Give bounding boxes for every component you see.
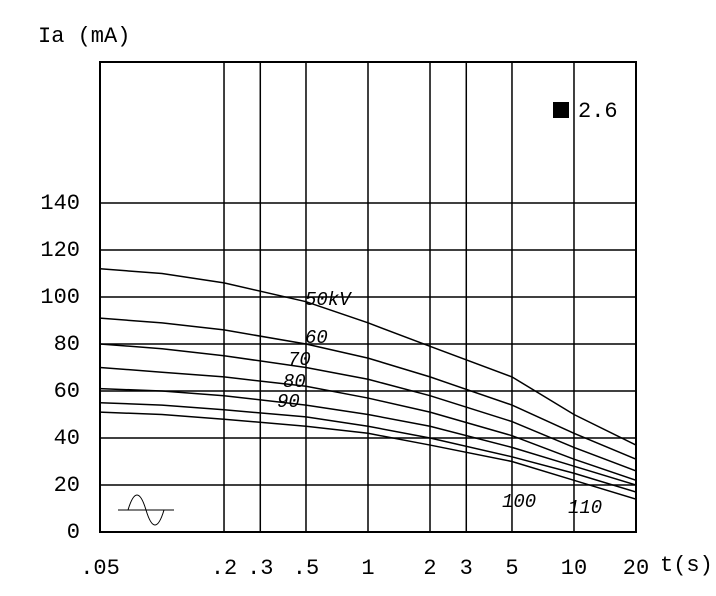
x-tick-label: 20 — [623, 556, 649, 581]
x-tick-label: 5 — [505, 556, 518, 581]
y-tick-label: 20 — [54, 473, 80, 498]
x-tick-label: .3 — [247, 556, 273, 581]
line-series — [99, 402, 637, 493]
x-tick-label: 1 — [361, 556, 374, 581]
line-series — [99, 268, 637, 446]
y-tick-label: 120 — [40, 238, 80, 263]
x-tick-label: .2 — [211, 556, 237, 581]
series-label: 60 — [305, 327, 328, 349]
line-series — [99, 387, 637, 486]
y-tick-label: 80 — [54, 332, 80, 357]
legend-marker — [553, 102, 569, 118]
line-series — [99, 317, 637, 460]
line-series — [99, 343, 637, 472]
legend-text: 2.6 — [578, 99, 618, 124]
x-tick-label: 2 — [423, 556, 436, 581]
y-tick-label: 140 — [40, 191, 80, 216]
x-tick-label: .05 — [80, 556, 120, 581]
sine-icon — [118, 494, 174, 526]
series-label: 50kV — [305, 289, 352, 311]
line-series — [99, 366, 637, 482]
series-label: 110 — [568, 497, 602, 519]
series-label: 80 — [283, 371, 306, 393]
series-label: 100 — [502, 491, 536, 513]
x-axis-label: t(s) — [660, 553, 713, 578]
series-label: 90 — [277, 391, 300, 413]
y-tick-label: 40 — [54, 426, 80, 451]
y-tick-label: 60 — [54, 379, 80, 404]
y-axis-label: Ia (mA) — [38, 24, 130, 49]
y-tick-label: 0 — [67, 520, 80, 545]
line-series — [99, 411, 637, 500]
series-label: 70 — [288, 349, 311, 371]
y-tick-label: 100 — [40, 285, 80, 310]
x-tick-label: .5 — [293, 556, 319, 581]
x-tick-label: 10 — [561, 556, 587, 581]
x-tick-label: 3 — [460, 556, 473, 581]
